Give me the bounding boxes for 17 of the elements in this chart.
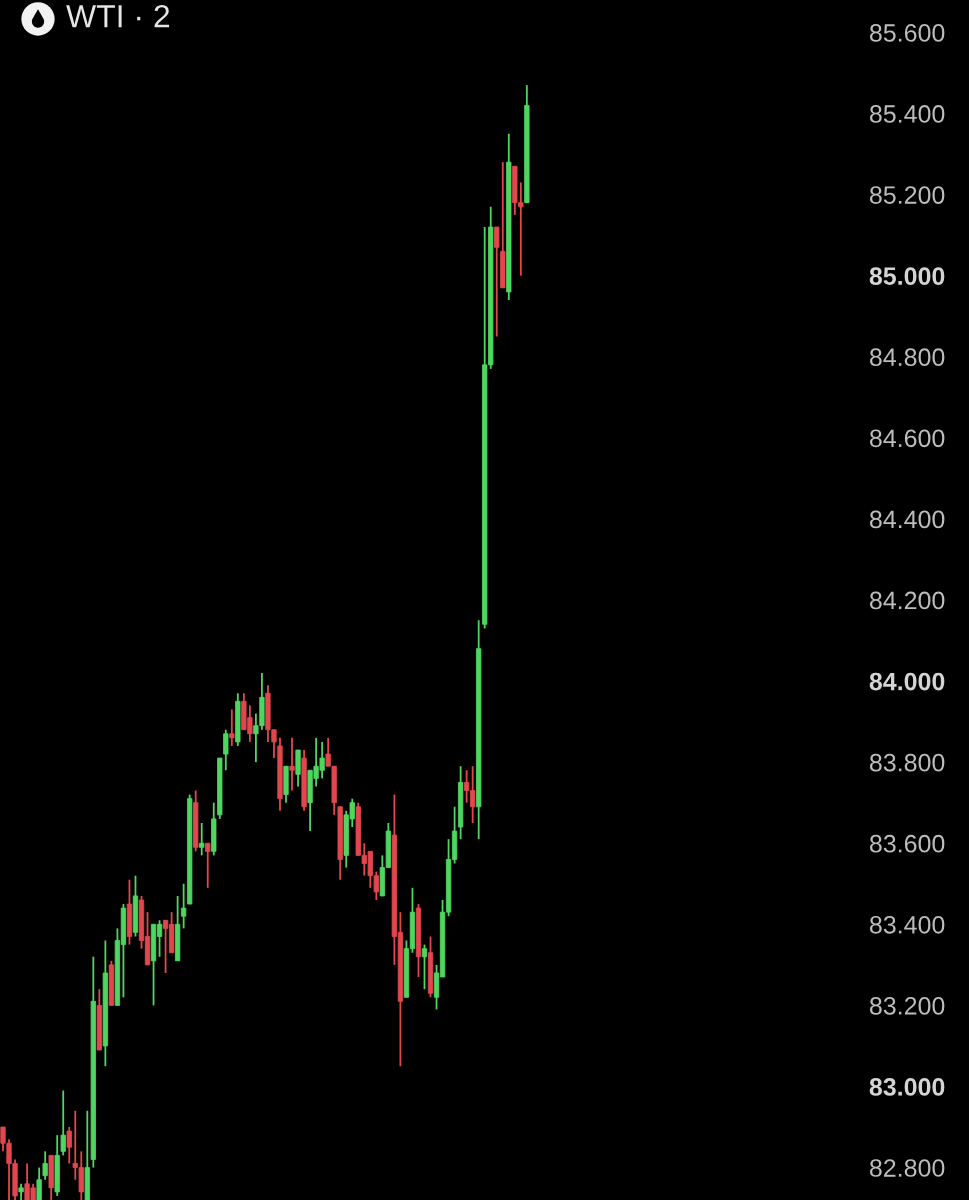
candlestick: [18, 1182, 24, 1200]
y-tick-label: 85.600: [869, 24, 945, 42]
y-tick-label: 83.200: [869, 997, 945, 1015]
y-tick-label: 84.800: [869, 348, 945, 367]
y-tick-label: 84.400: [869, 510, 945, 529]
y-tick-label: 84.200: [869, 591, 945, 610]
y-tick-label: 85.000: [869, 267, 945, 285]
y-tick-label: 84.600: [869, 429, 945, 448]
y-tick-label: 83.400: [869, 915, 945, 934]
y-tick-label: 84.000: [869, 672, 945, 691]
y-tick-label: 83.000: [869, 1078, 945, 1096]
chart-title: WTI · 2: [66, 4, 170, 28]
y-tick-label: 85.400: [869, 105, 945, 123]
y-tick-label: 83.600: [869, 834, 945, 853]
y-tick-label: 83.800: [869, 753, 945, 772]
y-tick-label: 82.800: [869, 1159, 945, 1177]
y-tick-label: 85.200: [869, 186, 945, 204]
